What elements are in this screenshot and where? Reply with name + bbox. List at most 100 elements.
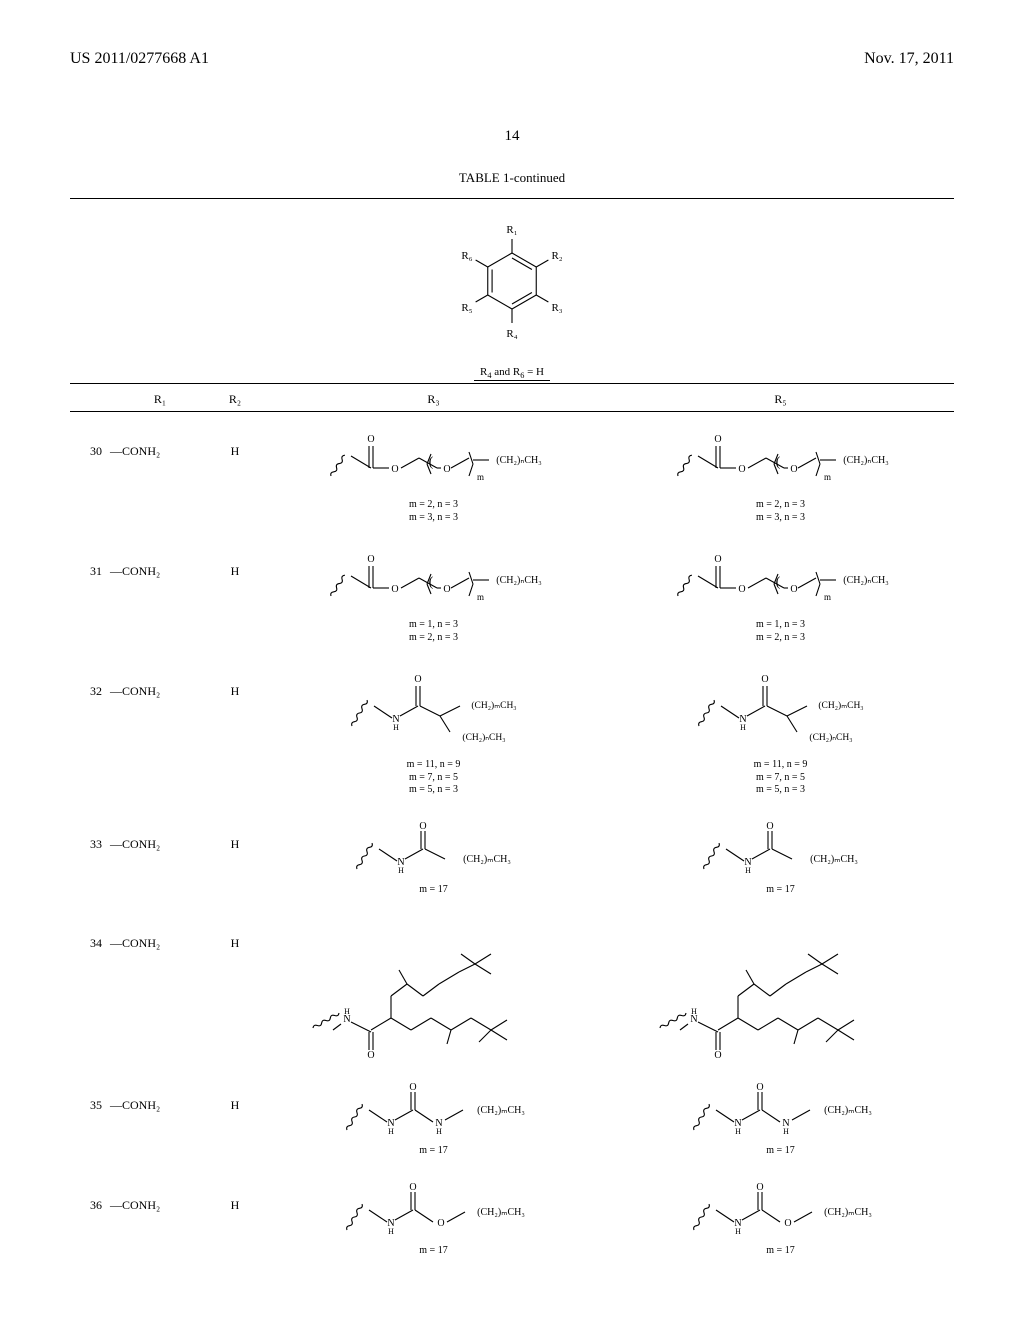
cell-r2: H [210, 546, 260, 579]
svg-text:O: O [714, 1050, 721, 1058]
svg-text:H: H [735, 1127, 741, 1136]
svg-text:O: O [367, 1050, 374, 1058]
row-index: 34 [70, 918, 110, 951]
svg-text:H: H [398, 866, 404, 875]
svg-text:m: m [477, 592, 484, 602]
col-r2: R₂ [210, 392, 260, 407]
cell-params: m = 11, n = 9m = 7, n = 5m = 5, n = 3 [260, 759, 607, 797]
row-index: 32 [70, 666, 110, 699]
col-r3: R₃ [260, 392, 607, 407]
svg-text:(CH₂)ₙCH₃: (CH₂)ₙCH₃ [843, 455, 888, 466]
svg-text:O: O [391, 584, 398, 595]
cell-r2: H [210, 1080, 260, 1113]
cell-r5: NHO [607, 918, 954, 1058]
cell-r5: NHONH(CH₂)ₘCH₃m = 17 [607, 1080, 954, 1158]
svg-text:(CH₂)ₘCH₃: (CH₂)ₘCH₃ [477, 1207, 525, 1218]
table-row: 36—CONH₂HNHOO(CH₂)ₘCH₃m = 17NHOO(CH₂)ₘCH… [70, 1180, 954, 1258]
svg-text:(CH₂)ₘCH₃: (CH₂)ₘCH₃ [477, 1105, 525, 1116]
cell-r1: —CONH₂ [110, 1180, 210, 1213]
schema-structure: R₁R₂R₃R₄R₅R₆ [70, 209, 954, 354]
cell-r3: NHO(CH₂)ₘCH₃m = 17 [260, 819, 607, 897]
svg-text:O: O [391, 464, 398, 475]
svg-text:H: H [436, 1127, 442, 1136]
svg-text:O: O [409, 1082, 416, 1093]
schema-note: R4 and R6 = H [70, 366, 954, 384]
svg-text:O: O [367, 434, 374, 445]
cell-r5: NHO(CH₂)ₘCH₃(CH₂)ₙCH₃m = 11, n = 9m = 7,… [607, 666, 954, 797]
svg-text:R₆: R₆ [461, 250, 472, 262]
svg-text:(CH₂)ₙCH₃: (CH₂)ₙCH₃ [843, 575, 888, 586]
svg-text:(CH₂)ₘCH₃: (CH₂)ₘCH₃ [810, 854, 858, 865]
svg-text:O: O [437, 1218, 444, 1229]
table-row: 34—CONH₂HNHONHO [70, 918, 954, 1058]
cell-r1: —CONH₂ [110, 819, 210, 852]
svg-text:O: O [761, 674, 768, 685]
cell-r2: H [210, 426, 260, 459]
svg-text:H: H [740, 723, 746, 732]
cell-r3: OOO(m(CH₂)ₙCH₃m = 2, n = 3m = 3, n = 3 [260, 426, 607, 524]
svg-text:R₁: R₁ [506, 224, 517, 236]
cell-r3: NHO [260, 918, 607, 1058]
svg-text:R₂: R₂ [551, 250, 562, 262]
svg-text:R₅: R₅ [461, 302, 472, 314]
cell-r3: NHO(CH₂)ₘCH₃(CH₂)ₙCH₃m = 11, n = 9m = 7,… [260, 666, 607, 797]
table-title: TABLE 1-continued [70, 170, 954, 186]
col-r1: R₁ [110, 392, 210, 407]
svg-text:O: O [714, 554, 721, 565]
svg-text:H: H [388, 1127, 394, 1136]
row-index: 31 [70, 546, 110, 579]
cell-params: m = 2, n = 3m = 3, n = 3 [607, 499, 954, 524]
svg-text:H: H [344, 1007, 350, 1016]
cell-r5: NHO(CH₂)ₘCH₃m = 17 [607, 819, 954, 897]
cell-r1: —CONH₂ [110, 918, 210, 951]
cell-r1: —CONH₂ [110, 426, 210, 459]
svg-text:O: O [414, 674, 421, 685]
svg-text:O: O [738, 584, 745, 595]
cell-params: m = 1, n = 3m = 2, n = 3 [607, 619, 954, 644]
svg-text:(CH₂)ₙCH₃: (CH₂)ₙCH₃ [496, 455, 541, 466]
cell-r1: —CONH₂ [110, 666, 210, 699]
svg-text:(CH₂)ₘCH₃: (CH₂)ₘCH₃ [824, 1105, 872, 1116]
cell-r2: H [210, 1180, 260, 1213]
svg-text:O: O [790, 464, 797, 475]
table-top-rule [70, 198, 954, 199]
publication-date: Nov. 17, 2011 [864, 50, 954, 68]
cell-r1: —CONH₂ [110, 546, 210, 579]
cell-r1: —CONH₂ [110, 1080, 210, 1113]
svg-text:H: H [735, 1227, 741, 1236]
svg-text:(CH₂)ₙCH₃: (CH₂)ₙCH₃ [462, 732, 505, 743]
table-row: 35—CONH₂HNHONH(CH₂)ₘCH₃m = 17NHONH(CH₂)ₘ… [70, 1080, 954, 1158]
svg-text:H: H [691, 1007, 697, 1016]
svg-text:(CH₂)ₘCH₃: (CH₂)ₘCH₃ [824, 1207, 872, 1218]
svg-text:O: O [766, 821, 773, 832]
svg-text:O: O [738, 464, 745, 475]
svg-text:O: O [409, 1182, 416, 1193]
svg-text:(CH₂)ₘCH₃: (CH₂)ₘCH₃ [463, 854, 511, 865]
row-index: 36 [70, 1180, 110, 1213]
svg-text:H: H [745, 866, 751, 875]
cell-r3: NHONH(CH₂)ₘCH₃m = 17 [260, 1080, 607, 1158]
cell-params: m = 17 [607, 1145, 954, 1158]
svg-text:H: H [783, 1127, 789, 1136]
table-row: 30—CONH₂HOOO(m(CH₂)ₙCH₃m = 2, n = 3m = 3… [70, 426, 954, 524]
row-index: 33 [70, 819, 110, 852]
cell-params: m = 17 [607, 884, 954, 897]
svg-text:R₃: R₃ [551, 302, 562, 314]
page-number: 14 [70, 128, 954, 145]
cell-params: m = 17 [260, 1245, 607, 1258]
cell-params: m = 17 [607, 1245, 954, 1258]
row-index: 35 [70, 1080, 110, 1113]
cell-r3: OOO(m(CH₂)ₙCH₃m = 1, n = 3m = 2, n = 3 [260, 546, 607, 644]
svg-text:(CH₂)ₙCH₃: (CH₂)ₙCH₃ [809, 732, 852, 743]
svg-text:O: O [419, 821, 426, 832]
cell-params: m = 1, n = 3m = 2, n = 3 [260, 619, 607, 644]
cell-r5: NHOO(CH₂)ₘCH₃m = 17 [607, 1180, 954, 1258]
cell-r5: OOO(m(CH₂)ₙCH₃m = 2, n = 3m = 3, n = 3 [607, 426, 954, 524]
svg-text:(CH₂)ₘCH₃: (CH₂)ₘCH₃ [471, 700, 516, 711]
cell-params: m = 2, n = 3m = 3, n = 3 [260, 499, 607, 524]
cell-r2: H [210, 819, 260, 852]
svg-text:O: O [714, 434, 721, 445]
svg-text:(CH₂)ₙCH₃: (CH₂)ₙCH₃ [496, 575, 541, 586]
cell-r3: NHOO(CH₂)ₘCH₃m = 17 [260, 1180, 607, 1258]
svg-text:H: H [388, 1227, 394, 1236]
